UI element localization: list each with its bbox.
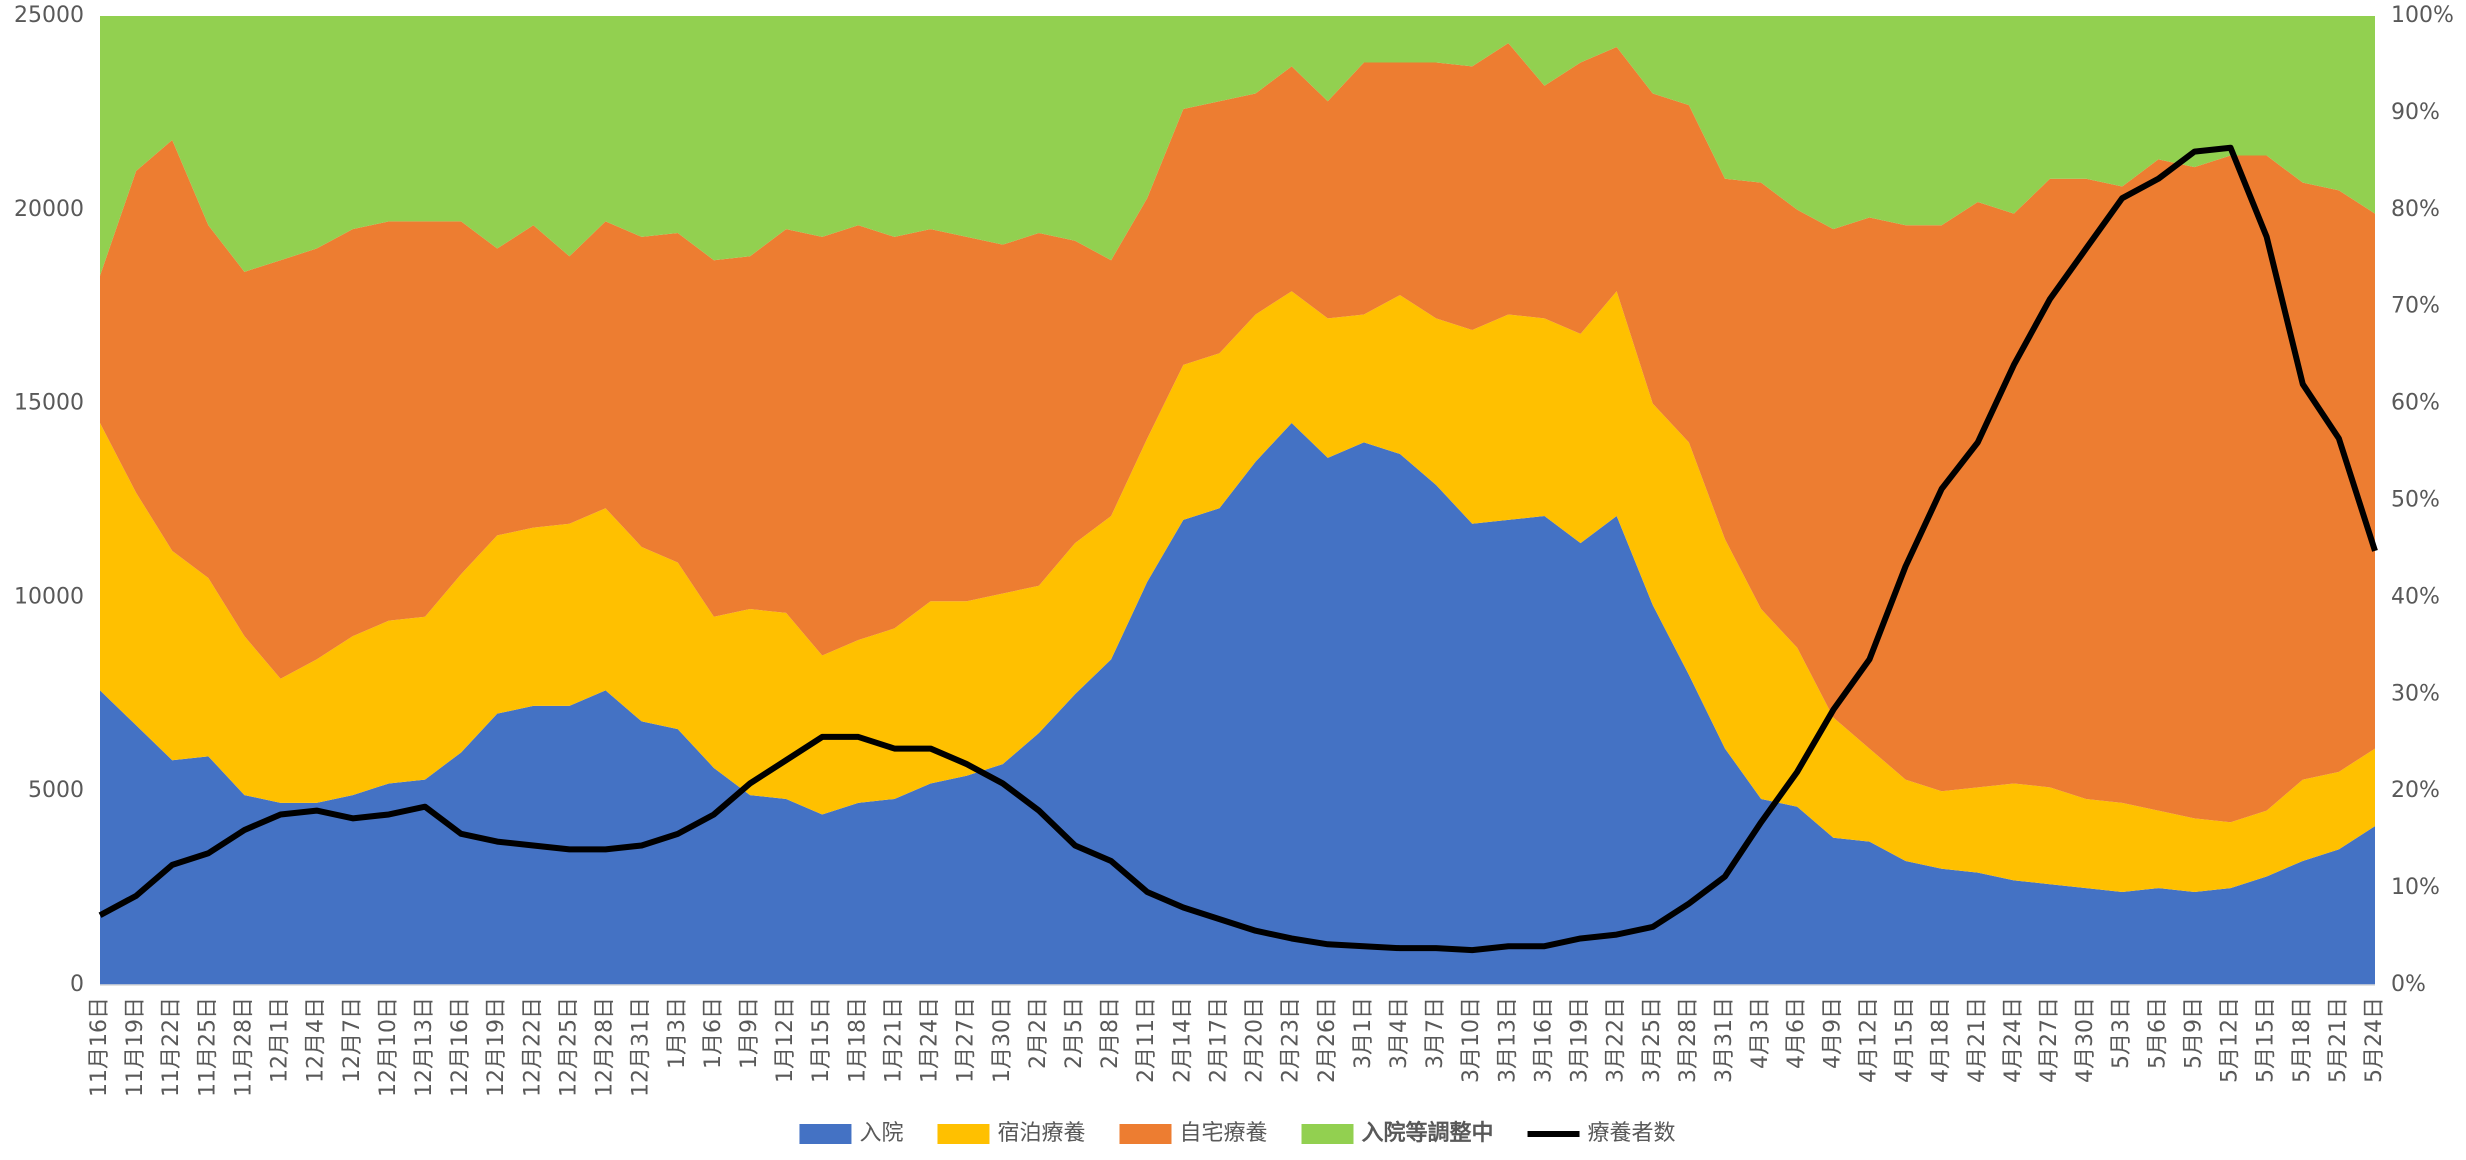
x-tick-label: 11月19日 <box>123 997 148 1097</box>
line <box>98 144 2378 954</box>
legend-swatch <box>937 1124 990 1144</box>
legend-swatch <box>799 1124 852 1144</box>
x-tick-label: 11月25日 <box>195 997 220 1097</box>
x-tick-label: 11月16日 <box>87 997 112 1097</box>
y2-tick-label: 0% <box>2391 972 2426 997</box>
x-tick-label: 12月22日 <box>520 997 545 1097</box>
area <box>100 422 2375 986</box>
x-tick-label: 12月16日 <box>448 997 473 1097</box>
y2-tick-label: 40% <box>2391 584 2440 609</box>
x-tick-label: 1月27日 <box>954 997 979 1083</box>
x-tick-label: 1月24日 <box>918 997 943 1083</box>
y2-tick-label: 60% <box>2391 391 2440 416</box>
x-tick-label: 1月3日 <box>665 997 690 1069</box>
x-tick-label: 4月6日 <box>1784 997 1809 1069</box>
y2-tick-label: 20% <box>2391 778 2440 803</box>
x-tick-label: 5月6日 <box>2145 997 2170 1069</box>
x-tick-label: 3月28日 <box>1676 997 1701 1083</box>
y-tick-label: 15000 <box>14 391 84 416</box>
x-tick-label: 1月9日 <box>737 997 762 1069</box>
x-tick-label: 12月25日 <box>556 997 581 1097</box>
x-tick-label: 1月18日 <box>845 997 870 1083</box>
x-tick-label: 5月12日 <box>2218 997 2243 1083</box>
x-tick-label: 2月14日 <box>1170 997 1195 1083</box>
x-tick-label: 4月18日 <box>1929 997 1954 1083</box>
x-tick-label: 3月7日 <box>1423 997 1448 1069</box>
y2-tick-label: 30% <box>2391 681 2440 706</box>
y-tick-label: 0 <box>70 972 84 997</box>
x-tick-label: 5月9日 <box>2181 997 2206 1069</box>
x-tick-label: 1月15日 <box>809 997 834 1083</box>
area <box>100 291 2375 892</box>
legend-label: 自宅療養 <box>1179 1121 1267 1146</box>
x-tick-label: 1月21日 <box>881 997 906 1083</box>
x-tick-label: 12月1日 <box>268 997 293 1083</box>
y2-tick-label: 100% <box>2391 3 2454 28</box>
x-tick-label: 3月13日 <box>1495 997 1520 1083</box>
legend: 入院 宿泊療養 自宅療養 入院等調整中 療養者数 <box>799 1120 1676 1146</box>
x-tick-label: 2月8日 <box>1098 997 1123 1069</box>
x-tick-label: 2月23日 <box>1279 997 1304 1083</box>
x-tick-label: 4月15日 <box>1893 997 1918 1083</box>
x-tick-label: 4月27日 <box>2037 997 2062 1083</box>
x-tick-label: 4月24日 <box>2001 997 2026 1083</box>
x-tick-label: 3月25日 <box>1640 997 1665 1083</box>
y2-tick-label: 10% <box>2391 875 2440 900</box>
x-tick-label: 2月26日 <box>1315 997 1340 1083</box>
legend-label: 療養者数 <box>1588 1121 1676 1146</box>
x-tick-label: 2月17日 <box>1206 997 1231 1083</box>
x-tick-label: 4月30日 <box>2073 997 2098 1083</box>
y-tick-label: 20000 <box>14 197 84 222</box>
area <box>100 16 2375 276</box>
legend-label: 入院 <box>859 1121 903 1146</box>
x-tick-label: 2月20日 <box>1243 997 1268 1083</box>
x-tick-label: 12月19日 <box>484 997 509 1097</box>
x-tick-label: 12月28日 <box>593 997 618 1097</box>
x-tick-label: 4月3日 <box>1748 997 1773 1069</box>
x-tick-label: 5月18日 <box>2290 997 2315 1083</box>
x-tick-label: 4月9日 <box>1820 997 1845 1069</box>
x-tick-label: 12月31日 <box>629 997 654 1097</box>
x-tick-label: 3月1日 <box>1351 997 1376 1069</box>
y2-tick-label: 90% <box>2391 100 2440 125</box>
x-tick-label: 1月30日 <box>990 997 1015 1083</box>
x-tick-label: 12月7日 <box>340 997 365 1083</box>
y2-tick-label: 80% <box>2391 197 2440 222</box>
x-tick-label: 12月4日 <box>304 997 329 1083</box>
x-tick-label: 3月10日 <box>1459 997 1484 1083</box>
x-tick-label: 4月12日 <box>1856 997 1881 1083</box>
x-tick-label: 12月10日 <box>376 997 401 1097</box>
x-tick-label: 3月16日 <box>1531 997 1556 1083</box>
x-tick-label: 11月28日 <box>231 997 256 1097</box>
x-tick-label: 3月31日 <box>1712 997 1737 1083</box>
x-tick-label: 5月15日 <box>2254 997 2279 1083</box>
x-tick-label: 3月22日 <box>1604 997 1629 1083</box>
x-tick-label: 12月13日 <box>412 997 437 1097</box>
x-tick-label: 2月5日 <box>1062 997 1087 1069</box>
x-tick-label: 2月2日 <box>1026 997 1051 1069</box>
y-tick-label: 10000 <box>14 584 84 609</box>
x-tick-label: 3月19日 <box>1568 997 1593 1083</box>
x-tick-label: 1月12日 <box>773 997 798 1083</box>
legend-label: 入院等調整中 <box>1362 1120 1494 1146</box>
y2-tick-label: 50% <box>2391 488 2440 513</box>
x-tick-label: 4月21日 <box>1965 997 1990 1083</box>
legend-swatch <box>1301 1124 1354 1144</box>
y2-tick-label: 70% <box>2391 294 2440 319</box>
x-tick-label: 5月24日 <box>2362 997 2387 1083</box>
area <box>100 43 2375 823</box>
legend-swatch <box>1119 1124 1172 1144</box>
y-tick-label: 5000 <box>28 778 84 803</box>
x-tick-label: 3月4日 <box>1387 997 1412 1069</box>
legend-label: 宿泊療養 <box>997 1121 1085 1146</box>
x-tick-label: 11月22日 <box>159 997 184 1097</box>
x-tick-label: 5月21日 <box>2326 997 2351 1083</box>
x-tick-label: 1月6日 <box>701 997 726 1069</box>
y-tick-label: 25000 <box>14 3 84 28</box>
x-tick-label: 5月3日 <box>2109 997 2134 1069</box>
x-tick-label: 2月11日 <box>1134 997 1159 1083</box>
